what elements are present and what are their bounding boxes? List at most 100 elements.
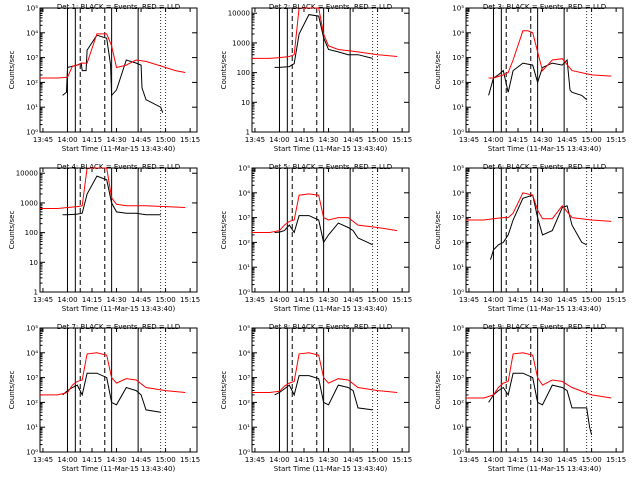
y-tick-label: 10⁰	[26, 449, 38, 457]
x-tick-label: 15:00	[582, 136, 602, 144]
series-events-line	[488, 372, 593, 435]
x-tick-label: 14:30	[532, 136, 552, 144]
detector-panel-7: 13:45 14:00 14:15 14:30 14:45 15:00 15:15 10⁰ 10…	[8, 323, 200, 473]
detector-panel-5: 13:45 14:00 14:15 14:30 14:45 15:00 15:15 10⁰ 10…	[220, 163, 412, 313]
y-tick-label: 10	[29, 259, 38, 267]
detector-panel-1: 13:45 14:00 14:15 14:30 14:45 15:00 15:15 10⁰ 10…	[8, 3, 200, 153]
chart-title: Det 7: BLACK = Events, RED = LLD	[57, 323, 180, 331]
y-tick-label: 10¹	[452, 104, 464, 112]
detector-panel-3: 13:45 14:00 14:15 14:30 14:45 15:00 15:15 10⁰ 10…	[434, 3, 626, 153]
x-tick-label: 14:30	[318, 296, 338, 304]
y-tick-label: 10⁵	[452, 5, 464, 13]
series-lld-line	[40, 352, 186, 396]
x-tick-label: 13:45	[245, 296, 265, 304]
x-tick-label: 14:00	[57, 296, 77, 304]
x-tick-label: 14:00	[57, 136, 77, 144]
y-tick-label: 10³	[238, 374, 250, 382]
x-tick-label: 14:45	[131, 136, 151, 144]
x-tick-label: 14:15	[294, 456, 314, 464]
x-tick-label: 14:45	[557, 456, 577, 464]
y-tick-label: 10²	[238, 399, 250, 407]
y-tick-label: 10¹	[238, 424, 250, 432]
x-axis-label: Start Time (11-Mar-15 13:43:40)	[274, 465, 388, 473]
detector-panel-8: 13:45 14:00 14:15 14:30 14:45 15:00 15:15 10⁰ 10…	[220, 323, 412, 473]
x-axis-label: Start Time (11-Mar-15 13:43:40)	[488, 465, 602, 473]
x-tick-label: 15:00	[156, 456, 176, 464]
x-tick-label: 15:00	[368, 296, 388, 304]
chart-title: Det 5: BLACK = Events, RED = LLD	[269, 163, 392, 171]
y-tick-label: 10⁰	[238, 449, 250, 457]
x-tick-label: 14:00	[269, 136, 289, 144]
series-lld-line	[466, 192, 612, 222]
series-events-line	[62, 175, 161, 216]
x-tick-label: 15:00	[368, 456, 388, 464]
y-axis-label: Counts/sec	[220, 371, 228, 410]
x-tick-label: 13:45	[459, 296, 479, 304]
y-tick-label: 10²	[452, 79, 464, 87]
series-lld-line	[40, 33, 186, 79]
x-tick-label: 14:00	[483, 456, 503, 464]
detector-panel-9: 13:45 14:00 14:15 14:30 14:45 15:00 15:15 10⁰ 10…	[434, 323, 626, 473]
x-axis-label: Start Time (11-Mar-15 13:43:40)	[488, 305, 602, 313]
x-tick-label: 13:45	[245, 456, 265, 464]
x-tick-label: 14:45	[343, 136, 363, 144]
plot-frame	[39, 167, 198, 293]
x-tick-label: 14:30	[106, 456, 126, 464]
x-tick-label: 14:00	[57, 456, 77, 464]
y-tick-label: 10⁴	[452, 189, 464, 197]
x-tick-label: 14:45	[131, 456, 151, 464]
x-tick-label: 14:15	[508, 136, 528, 144]
x-tick-label: 14:30	[106, 136, 126, 144]
series-events-line	[62, 34, 164, 113]
series-lld-line	[252, 352, 398, 393]
x-tick-label: 13:45	[33, 456, 53, 464]
plot-frame	[39, 327, 198, 453]
y-tick-label: 10²	[26, 79, 38, 87]
x-tick-label: 15:00	[368, 136, 388, 144]
x-tick-label: 13:45	[33, 136, 53, 144]
x-tick-label: 15:00	[582, 456, 602, 464]
y-tick-label: 10⁵	[238, 325, 250, 333]
x-tick-label: 14:45	[557, 136, 577, 144]
x-tick-label: 15:15	[180, 456, 200, 464]
x-tick-label: 13:45	[459, 456, 479, 464]
y-tick-label: 10³	[26, 54, 38, 62]
detector-panel-6: 13:45 14:00 14:15 14:30 14:45 15:00 15:15 10⁰ 10…	[434, 163, 626, 313]
series-events-line	[274, 375, 373, 411]
y-tick-label: 10⁰	[452, 289, 464, 297]
series-lld-line	[488, 30, 612, 79]
y-tick-label: 1000	[20, 199, 38, 207]
y-axis-label: Counts/sec	[8, 51, 16, 90]
x-axis-label: Start Time (11-Mar-15 13:43:40)	[274, 145, 388, 153]
x-tick-label: 13:45	[33, 296, 53, 304]
x-axis-label: Start Time (11-Mar-15 13:43:40)	[274, 305, 388, 313]
y-axis-label: Counts/sec	[434, 371, 442, 410]
plot-frame	[465, 7, 624, 133]
y-tick-label: 10⁴	[452, 29, 464, 37]
series-events-line	[62, 372, 161, 413]
y-tick-label: 10⁴	[26, 29, 38, 37]
x-tick-label: 13:45	[459, 136, 479, 144]
x-tick-label: 14:45	[557, 296, 577, 304]
y-axis-label: Counts/sec	[220, 51, 228, 90]
x-tick-label: 14:45	[131, 296, 151, 304]
x-tick-label: 14:00	[269, 456, 289, 464]
y-tick-label: 10¹	[452, 264, 464, 272]
y-axis-label: Counts/sec	[8, 371, 16, 410]
y-tick-label: 10²	[26, 399, 38, 407]
series-lld-line	[40, 167, 186, 209]
x-tick-label: 15:15	[392, 456, 412, 464]
chart-title: Det 2: BLACK = Events, RED = LLD	[269, 3, 392, 11]
plot-frame	[251, 167, 410, 293]
y-tick-label: 10⁵	[452, 165, 464, 173]
y-tick-label: 10¹	[452, 424, 464, 432]
chart-title: Det 4: BLACK = Events, RED = LLD	[57, 163, 180, 171]
detector-panel-4: 13:45 14:00 14:15 14:30 14:45 15:00 15:15 1 10 10…	[8, 163, 200, 313]
y-tick-label: 100	[237, 69, 250, 77]
y-tick-label: 10000	[228, 10, 250, 18]
series-events-line	[488, 58, 588, 101]
y-tick-label: 10¹	[238, 264, 250, 272]
y-tick-label: 10³	[452, 374, 464, 382]
